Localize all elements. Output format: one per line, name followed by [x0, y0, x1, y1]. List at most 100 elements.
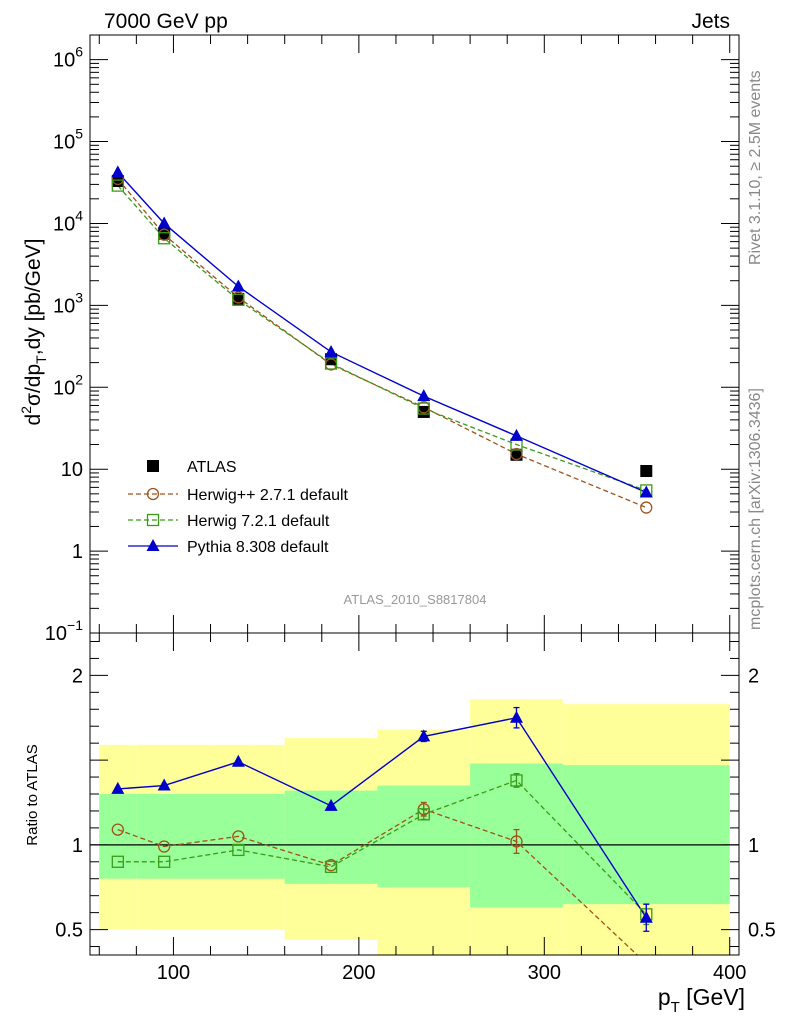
ytick-base: 10	[53, 377, 75, 399]
header-left: 7000 GeV pp	[104, 10, 228, 33]
xlabel-part-p: p	[658, 984, 671, 1010]
mcplots-label: mcplots.cern.ch [arXiv:1306.3436]	[747, 388, 764, 630]
ratio-band-inner	[562, 765, 730, 905]
ytick-exponent: 5	[75, 126, 83, 142]
ylabel-part-d: d	[22, 414, 45, 426]
main-ytick-label: 104	[53, 207, 83, 235]
legend-label-herwig7: Herwig 7.2.1 default	[187, 513, 330, 530]
main-point-pythia	[231, 279, 245, 292]
xlabel-part-sub: T	[671, 999, 680, 1016]
ytick-exponent: −1	[67, 617, 83, 633]
ylabel-part-sigma: σ/dp	[22, 364, 45, 406]
main-point-herwig7	[417, 402, 430, 415]
main-point-pythia	[111, 165, 125, 178]
main-point-pythia	[157, 216, 171, 229]
main-point-data	[510, 448, 523, 461]
main-point-herwig7	[111, 179, 124, 192]
main-point-pythia	[417, 389, 431, 402]
ratio-ytick-label-right: 1	[748, 835, 759, 857]
ratio-ytick-label-right: 2	[748, 665, 759, 687]
main-point-herwigpp	[640, 501, 653, 514]
ratio-point-pythia	[324, 798, 338, 811]
main-line-pythia	[117, 171, 647, 494]
legend: ATLAS Herwig++ 2.7.1 default Herwig 7.2.1 …	[128, 459, 349, 556]
main-point-pythia	[324, 344, 338, 357]
legend-label-herwigpp: Herwig++ 2.7.1 default	[187, 487, 349, 504]
ytick-base: 10	[61, 459, 83, 481]
main-ytick-label: 10	[61, 459, 83, 481]
legend-marker-pythia	[146, 539, 160, 551]
ratio-axes: 0.5 0.5 1 1 2 2 100 200 300 400	[55, 633, 776, 984]
legend-marker-herwig7	[146, 513, 160, 527]
ratio-y-axis-label: Ratio to ATLAS	[24, 744, 41, 845]
ratio-ytick-label-right: 0.5	[748, 920, 776, 942]
main-line-herwig7	[117, 185, 647, 492]
main-ytick-label: 10−1	[45, 617, 83, 645]
x-tick-label: 300	[528, 962, 561, 984]
ytick-exponent: 3	[75, 289, 83, 305]
ratio-point-herwigpp	[111, 823, 124, 836]
ratio-point-herwigpp	[158, 840, 171, 853]
ratio-point-herwigpp	[232, 830, 245, 843]
ytick-exponent: 6	[75, 44, 83, 60]
ytick-base: 10	[53, 295, 75, 317]
ytick-base: 10	[53, 132, 75, 154]
ytick-base: 10	[53, 213, 75, 235]
main-point-herwig7	[324, 357, 338, 370]
legend-marker-herwigpp	[146, 487, 160, 501]
ratio-point-herwig7	[111, 855, 124, 868]
main-ytick-label: 1	[72, 541, 83, 563]
ratio-band-inner	[377, 785, 471, 888]
ratio-point-pythia	[639, 910, 653, 923]
main-ytick-label: 105	[53, 126, 83, 154]
rivet-version-label: Rivet 3.1.10, ≥ 2.5M events	[747, 70, 764, 265]
main-point-data	[640, 465, 653, 478]
x-axis-label: pT [GeV]	[658, 984, 745, 1016]
ratio-plot-marks	[111, 706, 653, 969]
main-point-pythia	[639, 485, 653, 498]
ylabel-part-rest: ,dy [pb/GeV]	[22, 239, 45, 356]
ratio-point-herwig7	[158, 855, 171, 868]
legend-label-pythia: Pythia 8.308 default	[187, 539, 329, 556]
ratio-ytick-label: 0.5	[55, 920, 83, 942]
x-tick-label: 400	[713, 962, 746, 984]
ytick-base: 1	[72, 541, 83, 563]
ratio-band-inner	[99, 794, 137, 879]
main-ytick-label: 102	[53, 371, 83, 399]
ytick-base: 10	[45, 623, 67, 645]
ratio-panel: 0.5 0.5 1 1 2 2 100 200 300 400 Ratio to ATLAS pT…	[24, 632, 776, 1016]
ratio-band-inner	[136, 794, 192, 879]
ratio-point-pythia	[157, 778, 171, 791]
ratio-point-herwig7	[510, 774, 523, 787]
main-point-herwig7	[158, 232, 171, 245]
ratio-point-herwig7	[232, 843, 245, 857]
main-point-data	[417, 405, 430, 418]
ratio-uncertainty-bands	[90, 699, 739, 955]
x-tick-label: 200	[342, 962, 375, 984]
ratio-point-herwigpp	[641, 958, 652, 969]
legend-marker-data	[147, 460, 159, 472]
header-right: Jets	[691, 10, 730, 33]
ratio-point-pythia	[111, 781, 125, 794]
ratio-point-pythia	[231, 754, 245, 767]
main-y-axis-label: d2σ/dpT,dy [pb/GeV]	[18, 239, 49, 426]
ratio-point-herwigpp	[510, 835, 523, 848]
ytick-exponent: 2	[75, 371, 83, 387]
ylabel-part-sub: T	[33, 355, 49, 364]
ytick-base: 10	[53, 50, 75, 72]
ratio-point-pythia	[509, 710, 523, 723]
x-tick-label: 100	[157, 962, 190, 984]
ytick-exponent: 4	[75, 207, 83, 223]
main-point-herwigpp	[510, 447, 523, 461]
ratio-point-herwig7	[417, 808, 430, 821]
ratio-point-herwig7	[324, 860, 338, 874]
ratio-point-pythia	[417, 729, 431, 742]
main-point-pythia	[509, 428, 523, 441]
ratio-ytick-label: 1	[72, 835, 83, 857]
legend-label-data: ATLAS	[187, 459, 237, 476]
main-ytick-label: 103	[53, 289, 83, 317]
xlabel-part-rest: [GeV]	[680, 984, 745, 1010]
